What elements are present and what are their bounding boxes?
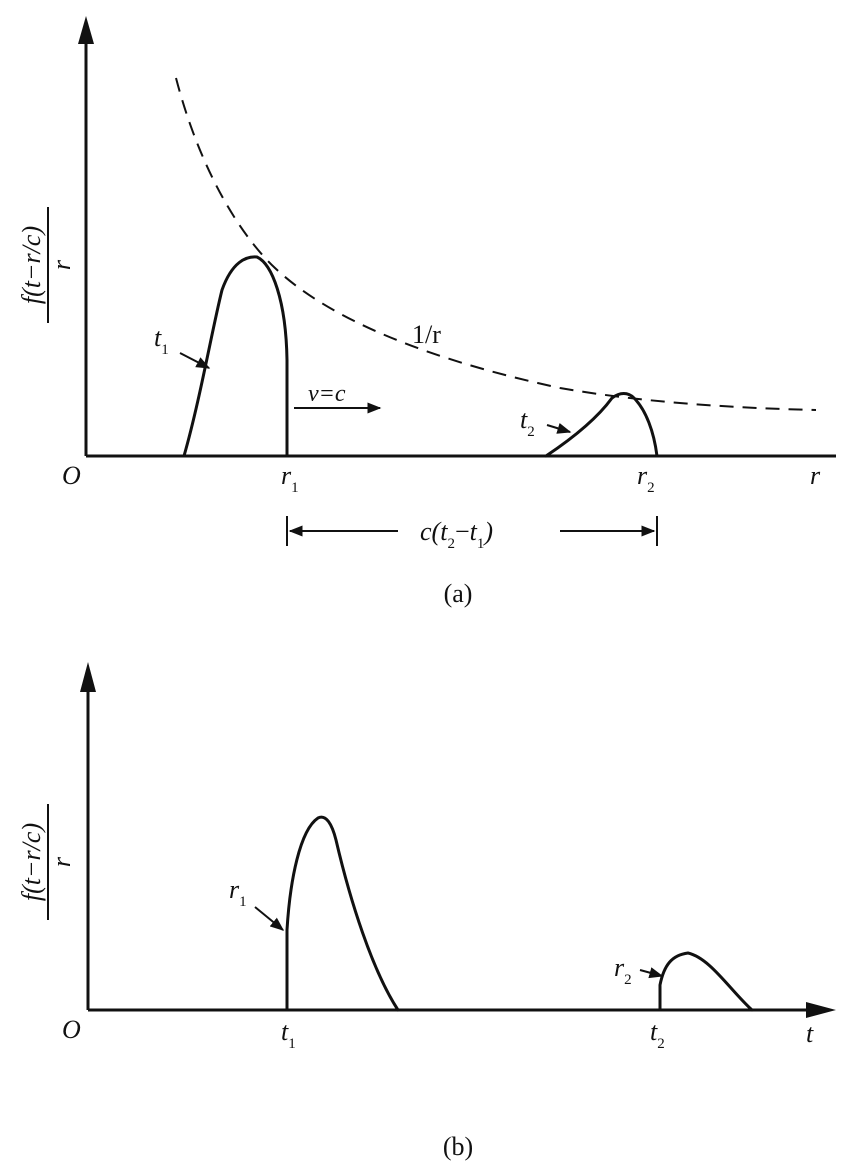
- b-caption: (b): [443, 1132, 473, 1161]
- a-y-label-denominator: r: [47, 259, 76, 270]
- a-y-axis-arrowhead: [78, 16, 94, 44]
- b-tick-label-t1: t1: [281, 1017, 296, 1052]
- b-pulse-1-pointer: [254, 906, 285, 931]
- a-y-axis-label: f(t−r/c) r: [17, 207, 76, 323]
- a-tick-label-r2: r2: [637, 461, 655, 496]
- b-pulse-1-label: r1: [229, 875, 247, 910]
- b-tick-label-t2: t2: [650, 1017, 665, 1052]
- a-distance-label: c(t2−t1): [420, 517, 493, 552]
- a-pulse-1-pointer: [179, 352, 211, 369]
- b-y-axis-arrowhead: [80, 662, 96, 692]
- a-pulse-2-pointer: [546, 422, 572, 434]
- a-x-axis-label: r: [810, 461, 821, 490]
- b-pulse-1: [285, 815, 400, 1012]
- b-x-axis-arrowhead: [806, 1002, 836, 1018]
- b-x-axis-label: t: [806, 1019, 814, 1048]
- b-y-label-numerator: f(t−r/c): [17, 823, 46, 901]
- b-pulse-2: [658, 951, 754, 1012]
- b-pulse-2-label: r2: [614, 953, 632, 988]
- b-pulse-2-pointer: [639, 967, 664, 979]
- a-pulse-1-label: t1: [154, 323, 169, 358]
- figure-a: f(t−r/c) r O r 1/r v=c t1 t2 r1 r2 c(t2−…: [17, 16, 836, 608]
- b-origin-label: O: [62, 1015, 81, 1044]
- a-origin-label: O: [62, 461, 81, 490]
- a-pulse-1: [182, 255, 289, 458]
- a-tick-label-r1: r1: [281, 461, 299, 496]
- b-y-axis-label: f(t−r/c) r: [17, 804, 76, 920]
- a-caption: (a): [444, 579, 473, 608]
- a-pulse-2: [544, 392, 659, 458]
- a-y-label-numerator: f(t−r/c): [17, 226, 46, 304]
- a-envelope-curve: [175, 77, 817, 411]
- b-y-label-denominator: r: [47, 856, 76, 867]
- a-pulse-2-label: t2: [520, 405, 535, 440]
- a-envelope-label: 1/r: [412, 320, 441, 349]
- a-velocity-label: v=c: [308, 381, 346, 407]
- figure-b: f(t−r/c) r O t r1 r2 t1 t2 (b): [17, 662, 836, 1161]
